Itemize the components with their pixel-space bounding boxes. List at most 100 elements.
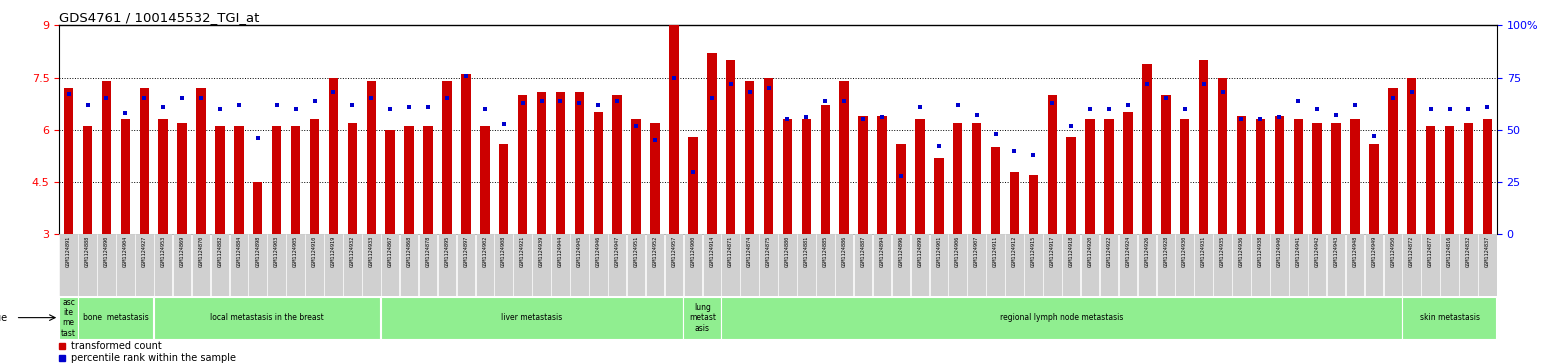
Bar [363, 234, 381, 296]
Bar [1200, 60, 1209, 234]
Bar [840, 81, 850, 234]
Bar [1029, 175, 1038, 234]
Bar [1425, 126, 1435, 234]
Text: GSM1124899: GSM1124899 [918, 236, 923, 267]
Bar [1119, 234, 1137, 296]
Text: GSM1124897: GSM1124897 [464, 236, 468, 267]
Bar [254, 182, 263, 234]
Text: GSM1124947: GSM1124947 [615, 236, 619, 267]
Text: GSM1124932: GSM1124932 [350, 236, 355, 267]
Bar [140, 88, 149, 234]
Bar [154, 297, 380, 339]
Bar [499, 144, 509, 234]
Bar [173, 234, 191, 296]
Bar [1179, 119, 1189, 234]
Text: lung
metast
asis: lung metast asis [689, 303, 716, 333]
Text: GSM1124872: GSM1124872 [1410, 236, 1414, 267]
Bar [929, 234, 948, 296]
Bar [286, 234, 305, 296]
Bar [328, 78, 338, 234]
Text: GSM1124942: GSM1124942 [1315, 236, 1319, 267]
Bar [555, 91, 565, 234]
Text: GSM1124906: GSM1124906 [955, 236, 960, 267]
Bar [1327, 234, 1346, 296]
Bar [59, 234, 78, 296]
Text: GSM1124924: GSM1124924 [1125, 236, 1131, 267]
Bar [1161, 95, 1170, 234]
Text: transformed count: transformed count [72, 342, 162, 351]
Bar [569, 234, 588, 296]
Bar [574, 91, 584, 234]
Bar [859, 116, 868, 234]
Text: GSM1124903: GSM1124903 [274, 236, 279, 267]
Bar [688, 137, 697, 234]
Text: GSM1124896: GSM1124896 [898, 236, 904, 267]
Bar [305, 234, 324, 296]
Bar [1081, 234, 1100, 296]
Bar [78, 297, 154, 339]
Bar [646, 234, 664, 296]
Bar [1142, 64, 1151, 234]
Bar [230, 234, 247, 296]
Text: GSM1124941: GSM1124941 [1296, 236, 1301, 267]
Text: GSM1124917: GSM1124917 [1050, 236, 1055, 267]
Text: GSM1124952: GSM1124952 [652, 236, 658, 267]
Bar [1066, 137, 1075, 234]
Text: GSM1124832: GSM1124832 [1466, 236, 1470, 267]
Bar [1105, 119, 1114, 234]
Bar [910, 234, 929, 296]
Text: local metastasis in the breast: local metastasis in the breast [210, 313, 324, 322]
Bar [310, 119, 319, 234]
Bar [367, 81, 377, 234]
Text: GSM1124904: GSM1124904 [123, 236, 128, 267]
Text: GSM1124898: GSM1124898 [255, 236, 260, 267]
Bar [532, 234, 551, 296]
Bar [1123, 113, 1133, 234]
Bar [495, 234, 513, 296]
Text: GSM1124816: GSM1124816 [1447, 236, 1452, 267]
Bar [972, 123, 982, 234]
Bar [915, 119, 924, 234]
Text: GSM1124935: GSM1124935 [1220, 236, 1225, 267]
Bar [632, 119, 641, 234]
Bar [1288, 234, 1307, 296]
Bar [854, 234, 873, 296]
Bar [1478, 234, 1497, 296]
Text: GSM1124886: GSM1124886 [842, 236, 846, 267]
Bar [1402, 297, 1497, 339]
Text: GSM1124877: GSM1124877 [1428, 236, 1433, 267]
Text: GSM1124927: GSM1124927 [142, 236, 146, 267]
Bar [476, 234, 495, 296]
Text: GSM1124884: GSM1124884 [237, 236, 241, 267]
Bar [627, 234, 646, 296]
Text: GSM1124914: GSM1124914 [710, 236, 714, 267]
Bar [386, 130, 395, 234]
Bar [1309, 234, 1326, 296]
Bar [82, 126, 92, 234]
Text: bone  metastasis: bone metastasis [82, 313, 149, 322]
Bar [121, 119, 131, 234]
Bar [1274, 116, 1284, 234]
Text: skin metastasis: skin metastasis [1419, 313, 1480, 322]
Bar [873, 234, 892, 296]
Bar [727, 60, 736, 234]
Bar [1100, 234, 1119, 296]
Text: GSM1124957: GSM1124957 [672, 236, 677, 267]
Bar [669, 25, 678, 234]
Bar [423, 126, 433, 234]
Bar [405, 126, 414, 234]
Bar [196, 88, 205, 234]
Text: GSM1124931: GSM1124931 [1201, 236, 1206, 267]
Bar [191, 234, 210, 296]
Bar [177, 123, 187, 234]
Bar [481, 126, 490, 234]
Bar [1312, 123, 1323, 234]
Bar [135, 234, 154, 296]
Bar [702, 234, 720, 296]
Bar [1232, 234, 1251, 296]
Bar [101, 81, 110, 234]
Text: GSM1124891: GSM1124891 [65, 236, 72, 267]
Bar [215, 126, 224, 234]
Bar [1369, 144, 1379, 234]
Bar [461, 74, 470, 234]
